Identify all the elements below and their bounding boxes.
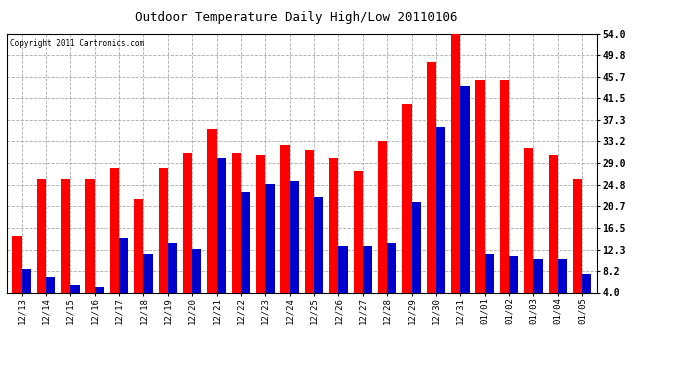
Bar: [460, 86, 470, 292]
Bar: [387, 243, 397, 292]
Bar: [582, 274, 591, 292]
Bar: [70, 285, 79, 292]
Bar: [183, 153, 193, 292]
Bar: [436, 127, 445, 292]
Bar: [37, 178, 46, 292]
Bar: [509, 256, 518, 292]
Bar: [12, 236, 21, 292]
Bar: [329, 158, 338, 292]
Bar: [378, 141, 387, 292]
Bar: [119, 238, 128, 292]
Bar: [549, 155, 558, 292]
Bar: [134, 200, 144, 292]
Bar: [475, 80, 484, 292]
Bar: [411, 202, 421, 292]
Bar: [338, 246, 348, 292]
Bar: [558, 259, 567, 292]
Bar: [207, 129, 217, 292]
Bar: [266, 184, 275, 292]
Bar: [61, 178, 70, 292]
Bar: [451, 34, 460, 292]
Bar: [484, 254, 494, 292]
Bar: [500, 80, 509, 292]
Bar: [168, 243, 177, 292]
Text: Copyright 2011 Cartronics.com: Copyright 2011 Cartronics.com: [10, 39, 144, 48]
Bar: [144, 254, 152, 292]
Bar: [314, 197, 324, 292]
Bar: [256, 155, 266, 292]
Bar: [353, 171, 363, 292]
Bar: [21, 269, 31, 292]
Bar: [402, 104, 411, 292]
Bar: [159, 168, 168, 292]
Bar: [305, 150, 314, 292]
Bar: [533, 259, 543, 292]
Bar: [232, 153, 241, 292]
Bar: [426, 62, 436, 292]
Bar: [363, 246, 372, 292]
Bar: [217, 158, 226, 292]
Bar: [280, 145, 290, 292]
Bar: [86, 178, 95, 292]
Bar: [193, 249, 201, 292]
Bar: [241, 192, 250, 292]
Bar: [573, 178, 582, 292]
Bar: [524, 148, 533, 292]
Text: Outdoor Temperature Daily High/Low 20110106: Outdoor Temperature Daily High/Low 20110…: [135, 11, 458, 24]
Bar: [95, 287, 104, 292]
Bar: [46, 277, 55, 292]
Bar: [290, 181, 299, 292]
Bar: [110, 168, 119, 292]
